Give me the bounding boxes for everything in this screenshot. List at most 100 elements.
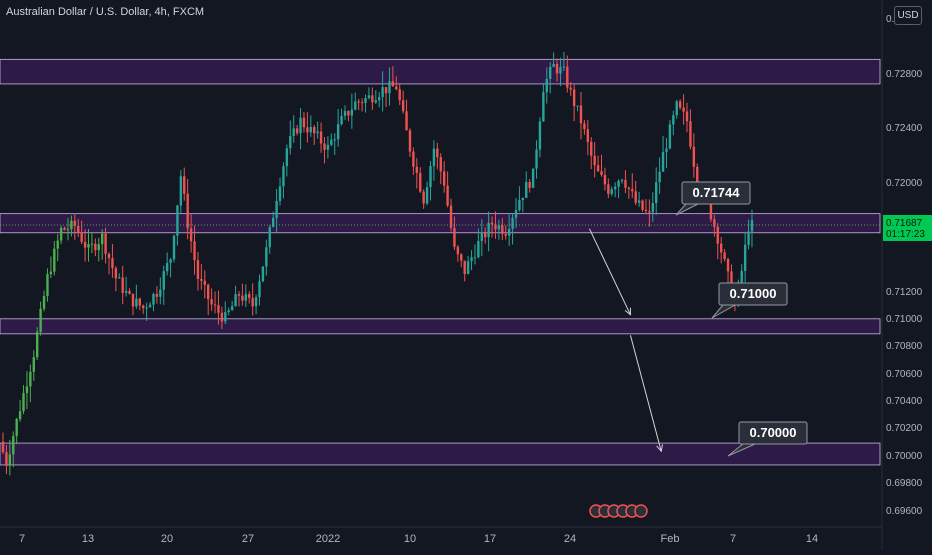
y-tick-label: 0.70200 xyxy=(886,423,923,434)
candle-body xyxy=(155,293,159,297)
candle-body xyxy=(545,78,548,93)
candle-body xyxy=(354,101,357,110)
x-tick-label: 7 xyxy=(730,533,736,545)
candle-body xyxy=(593,155,596,166)
candle-body xyxy=(696,166,699,190)
candle-body xyxy=(138,298,141,306)
candle-body xyxy=(248,294,251,298)
event-flag-icon xyxy=(634,504,648,518)
candle-body xyxy=(251,297,254,307)
candle-body xyxy=(152,293,155,305)
candle-body xyxy=(648,211,651,213)
candle-body xyxy=(665,148,668,153)
y-tick-label: 0.71200 xyxy=(886,287,923,298)
candle-body xyxy=(196,260,200,279)
candle-body xyxy=(131,293,135,307)
candle-body xyxy=(631,188,634,192)
candle-body xyxy=(32,357,35,372)
level-label-070000: 0.70000 xyxy=(750,425,797,440)
candle-body xyxy=(145,307,148,309)
y-tick-label: 0.72800 xyxy=(886,69,923,80)
candle-body xyxy=(230,306,234,311)
candle-body xyxy=(200,278,203,281)
candle-body xyxy=(678,101,682,108)
candle-body xyxy=(453,227,456,247)
candle-body xyxy=(596,165,600,172)
candle-body xyxy=(747,231,750,245)
candle-body xyxy=(610,189,613,194)
y-tick-label: 0.69800 xyxy=(886,478,923,489)
candle-body xyxy=(172,235,176,260)
candle-body xyxy=(504,233,507,236)
candle-body xyxy=(148,304,152,308)
x-tick-label: 20 xyxy=(161,533,173,545)
candle-body xyxy=(313,127,316,134)
candle-body xyxy=(494,224,497,230)
candle-body xyxy=(343,111,347,116)
candle-body xyxy=(124,291,128,293)
candle-body xyxy=(415,166,419,173)
candle-body xyxy=(507,228,511,236)
candle-body xyxy=(350,109,354,116)
candle-body xyxy=(70,220,73,230)
candle-body xyxy=(617,181,620,187)
candle-body xyxy=(583,123,586,130)
candle-body xyxy=(316,131,319,134)
candle-body xyxy=(559,67,562,74)
candle-body xyxy=(299,117,302,134)
candle-body xyxy=(360,102,364,104)
x-tick-label: 2022 xyxy=(316,533,340,545)
candle-body xyxy=(326,144,330,150)
candle-body xyxy=(422,191,425,204)
candle-body xyxy=(330,139,333,145)
candle-body xyxy=(637,200,641,203)
candle-body xyxy=(518,200,521,211)
candle-body xyxy=(282,166,285,187)
y-tick-label: 0.70000 xyxy=(886,451,923,462)
candle-body xyxy=(39,308,42,332)
candle-body xyxy=(8,454,12,466)
candle-body xyxy=(183,176,186,194)
candle-body xyxy=(162,271,165,290)
candle-body xyxy=(319,131,323,144)
candle-body xyxy=(501,225,504,234)
candle-body xyxy=(689,121,692,147)
currency-badge[interactable]: USD xyxy=(894,6,922,25)
level-label-070000-box xyxy=(738,421,808,445)
candle-body xyxy=(685,111,689,122)
candle-body xyxy=(271,217,275,227)
candle-body xyxy=(169,259,172,263)
zone-resistance-high xyxy=(0,58,881,85)
candle-body xyxy=(176,205,179,236)
candle-body xyxy=(244,294,248,301)
candle-body xyxy=(538,121,542,150)
candle-body xyxy=(25,386,29,394)
candle-body xyxy=(135,298,138,307)
candle-body xyxy=(224,312,227,322)
candle-body xyxy=(254,297,258,307)
candle-body xyxy=(381,87,384,98)
candle-body xyxy=(104,233,107,254)
candle-body xyxy=(227,310,230,313)
candle-body xyxy=(378,97,381,101)
candle-body xyxy=(405,111,408,131)
candle-body xyxy=(309,127,312,133)
candle-body xyxy=(210,299,213,305)
candle-body xyxy=(668,124,672,149)
candle-body xyxy=(713,219,716,227)
x-tick-label: Feb xyxy=(661,533,680,545)
candle-body xyxy=(100,233,104,245)
candle-body xyxy=(94,243,97,251)
candle-body xyxy=(12,436,15,455)
candle-body xyxy=(569,87,572,90)
candle-body xyxy=(258,281,261,298)
candle-body xyxy=(46,274,49,296)
candle-body xyxy=(87,244,90,248)
candle-body xyxy=(624,179,627,188)
level-label-071744: 0.71744 xyxy=(693,185,741,200)
candle-body xyxy=(661,152,665,172)
candle-body xyxy=(429,166,432,188)
candle-body xyxy=(306,127,309,133)
